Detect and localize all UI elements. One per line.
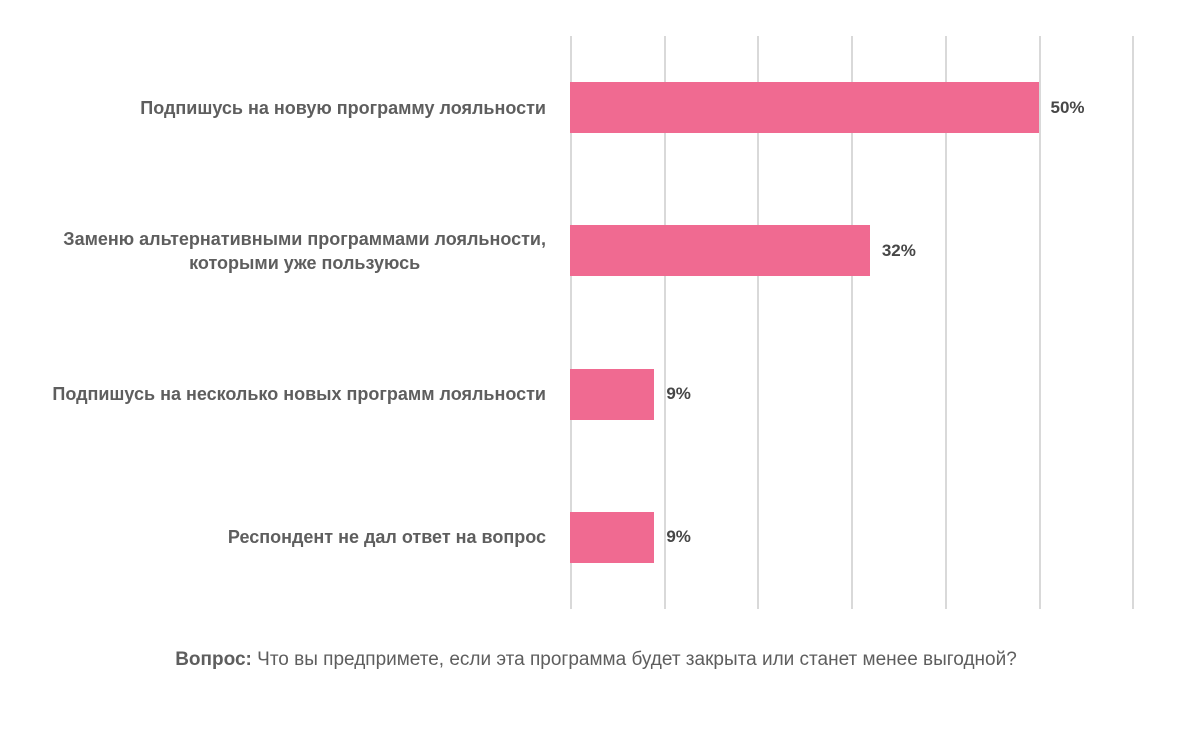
- gridline: [1038, 36, 1041, 609]
- bar: [570, 225, 870, 277]
- category-label: Подпишусь на новую программу лояльности: [140, 97, 546, 118]
- question-text: Что вы предпримете, если эта программа б…: [257, 649, 1017, 670]
- plot-area: [570, 0, 1192, 748]
- question-prefix-label: Вопрос:: [175, 649, 252, 670]
- value-label: 32%: [881, 240, 916, 260]
- bar: [570, 368, 655, 420]
- gridline: [757, 36, 760, 609]
- gridline: [1132, 36, 1135, 609]
- bar: [570, 511, 655, 563]
- question-caption: Вопрос: Что вы предпримете, если эта про…: [0, 648, 1192, 672]
- gridline: [851, 36, 854, 609]
- category-label: Подпишусь на несколько новых программ ло…: [52, 384, 546, 405]
- category-label: Респондент не дал ответ на вопрос: [227, 527, 546, 548]
- category-label: Заменю альтернативными программами лояль…: [63, 228, 546, 273]
- gridline: [663, 36, 666, 609]
- bar: [570, 82, 1039, 134]
- value-label: 9%: [666, 384, 691, 404]
- gridline: [944, 36, 947, 609]
- value-label: 50%: [1050, 97, 1085, 117]
- value-label: 9%: [666, 527, 691, 547]
- gridline: [570, 36, 572, 609]
